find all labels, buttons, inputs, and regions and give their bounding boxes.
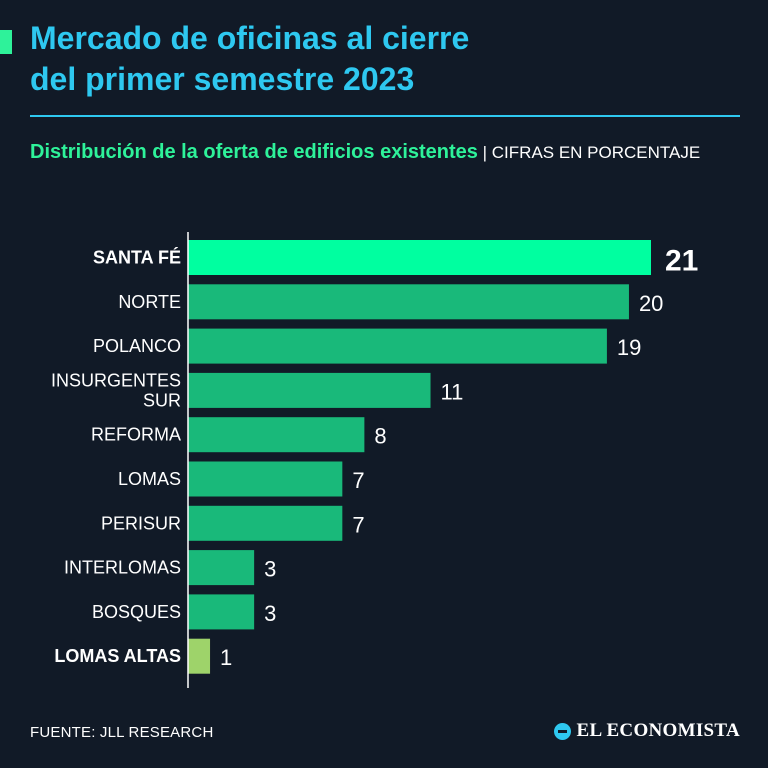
category-label: REFORMA [91, 425, 181, 445]
chart-title: Mercado de oficinas al cierre del primer… [30, 18, 750, 100]
category-label: BOSQUES [92, 602, 181, 622]
bar [188, 505, 343, 541]
category-label: LOMAS ALTAS [54, 646, 181, 666]
logo-icon [553, 722, 571, 740]
bar [188, 240, 651, 275]
bar [188, 372, 431, 408]
bar [188, 638, 211, 674]
bar [188, 594, 255, 630]
logo-text: EL ECONOMISTA [576, 720, 740, 741]
bar-value-label: 3 [264, 601, 276, 626]
source-note: FUENTE: JLL RESEARCH [30, 724, 214, 741]
bar [188, 550, 255, 586]
bar-value-label: 8 [374, 424, 386, 449]
subtitle-main: Distribución de la oferta de edificios e… [30, 141, 478, 163]
category-label-line: INSURGENTES [51, 370, 181, 390]
category-label-line: POLANCO [93, 336, 181, 356]
category-label: POLANCO [93, 336, 181, 356]
subtitle-separator: | [477, 143, 492, 162]
bar [188, 328, 607, 364]
bar-value-label: 20 [639, 291, 663, 316]
category-label: LOMAS [118, 469, 181, 489]
bar-value-label: 3 [264, 557, 276, 582]
chart-title-line-1: Mercado de oficinas al cierre [30, 20, 470, 56]
category-label: INSURGENTES SUR [51, 370, 181, 410]
title-divider [30, 115, 740, 117]
category-label-line: BOSQUES [92, 602, 181, 622]
bars-layer: 21 SANTA FÉ 20 NORTE 19 POLANCO 11 INSURGENTES S… [51, 240, 698, 674]
category-label-line: LOMAS ALTAS [54, 646, 181, 666]
publisher-logo: EL ECONOMISTA [553, 720, 741, 742]
bar-value-label: 7 [352, 512, 364, 537]
bar-value-label: 11 [441, 379, 464, 404]
bar [188, 284, 629, 320]
category-label: PERISUR [101, 513, 181, 533]
chart-title-line-2: del primer semestre 2023 [30, 61, 415, 97]
bar [188, 461, 343, 497]
category-label-line: PERISUR [101, 513, 181, 533]
category-label-line: NORTE [118, 292, 181, 312]
subtitle-units: CIFRAS EN PORCENTAJE [491, 143, 701, 162]
category-label-line: REFORMA [91, 425, 181, 445]
bar [188, 417, 365, 453]
category-label-line: INTERLOMAS [64, 558, 181, 578]
category-label-line: SUR [143, 390, 181, 410]
category-label: NORTE [118, 292, 181, 312]
chart-subtitle: Distribución de la oferta de edificios e… [30, 137, 740, 168]
category-label-line: SANTA FÉ [93, 247, 181, 268]
category-label: SANTA FÉ [93, 247, 181, 268]
bar-value-label: 21 [665, 245, 698, 278]
bar-value-label: 19 [617, 335, 641, 360]
bar-value-label: 7 [352, 468, 364, 493]
category-label-line: LOMAS [118, 469, 181, 489]
bar-value-label: 1 [220, 645, 232, 670]
title-accent-bar [0, 30, 12, 54]
category-label: INTERLOMAS [64, 558, 181, 578]
